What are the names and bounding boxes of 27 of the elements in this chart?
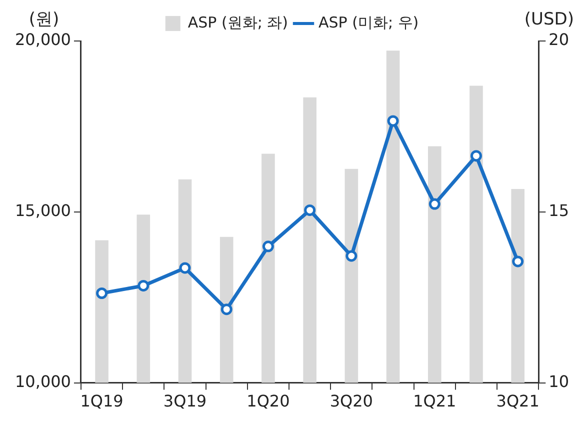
y2-axis-title: (USD) xyxy=(524,9,574,30)
x-tick-label: 1Q20 xyxy=(246,392,290,411)
y2-tick-label: 20 xyxy=(548,30,569,50)
point xyxy=(512,256,524,268)
y2-tick-label: 15 xyxy=(548,201,569,220)
legend-label: ASP (미화; 우) xyxy=(318,13,419,32)
y-axis-title: (원) xyxy=(28,9,60,30)
point xyxy=(179,262,191,274)
point xyxy=(138,280,150,292)
x-tick-label: 3Q20 xyxy=(330,392,373,411)
point xyxy=(96,288,108,299)
point xyxy=(428,198,440,210)
y-tick-label: 15,000 xyxy=(15,201,71,220)
y-tick-label: 10,000 xyxy=(15,372,71,391)
point xyxy=(346,250,358,262)
legend-label: ASP (원화; 좌) xyxy=(188,13,288,32)
x-tick-label: 1Q19 xyxy=(80,392,124,411)
y2-tick-label: 10 xyxy=(548,372,569,391)
point xyxy=(220,304,232,316)
point xyxy=(387,115,399,127)
point xyxy=(470,150,482,162)
point xyxy=(304,204,316,216)
x-tick-label: 3Q21 xyxy=(496,392,540,411)
x-tick-label: 1Q21 xyxy=(413,392,456,411)
x-tick-label: 3Q19 xyxy=(163,392,207,411)
y-tick-label: 20,000 xyxy=(15,30,71,50)
point xyxy=(262,240,274,252)
